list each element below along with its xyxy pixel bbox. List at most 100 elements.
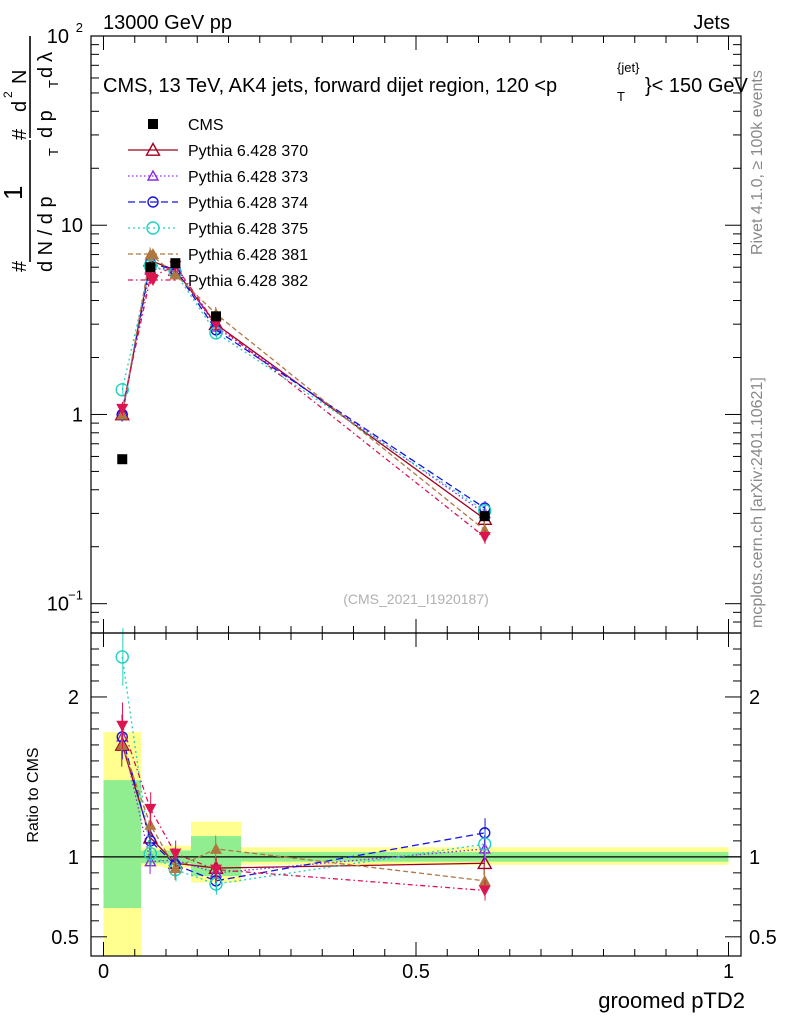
ylabel-dn-dpt: d N / d p [35, 196, 57, 272]
legend-label: Pythia 6.428 374 [188, 195, 308, 212]
main-y-tick-exponent: 2 [76, 20, 83, 35]
legend-marker [146, 169, 160, 181]
ratio-point-s373 [144, 855, 157, 867]
ratio-y-tick-label-left: 2 [68, 687, 79, 709]
main-point-s382 [116, 403, 129, 415]
ratio-point-s382 [169, 848, 182, 860]
legend-marker [146, 221, 160, 235]
ratio-point-s375 [143, 846, 158, 861]
main-y-tick-label: 10 [61, 215, 83, 237]
legend-item-s374: Pythia 6.428 374 [128, 195, 308, 212]
ratio-point-s382 [210, 864, 222, 876]
ratio-y-tick-label-left: 1 [68, 847, 79, 869]
legend-marker [147, 248, 159, 259]
cms-data-point [117, 454, 128, 465]
main-point-s375 [115, 383, 129, 397]
ylabel-d-2: d [35, 67, 57, 78]
legend-label: Pythia 6.428 373 [188, 169, 308, 186]
legend-item-data: CMS [148, 117, 224, 134]
plot-title-main: CMS, 13 TeV, AK4 jets, forward dijet reg… [103, 75, 557, 97]
plot-title-tail: }< 150 GeV [645, 75, 749, 97]
main-series-line-s382 [121, 265, 486, 538]
ratio-plot-content [91, 628, 741, 956]
legend-label: Pythia 6.428 381 [188, 247, 308, 264]
main-series-line-s381 [121, 253, 486, 531]
ratio-y-tick-label-right: 0.5 [749, 927, 777, 949]
ratio-y-tick-label-right: 2 [749, 687, 760, 709]
category-label: Jets [693, 12, 730, 34]
legend-marker [147, 196, 159, 208]
ylabel-lambda: λ [35, 52, 57, 62]
legend-item-s375: Pythia 6.428 375 [128, 221, 308, 238]
ratio-inner-band [103, 780, 141, 909]
cms-data-point [479, 511, 490, 522]
ratio-series-line-s374 [121, 736, 485, 882]
mcplots-label: mcplots.cern.ch [arXiv:2401.10621] [749, 377, 766, 628]
ratio-y-tick-label-left: 0.5 [51, 927, 79, 949]
ratio-point-s382 [144, 803, 157, 815]
main-y-label: # 1 d N / d p T # d N 2 d p T d λ [0, 36, 61, 272]
legend-item-s381: Pythia 6.428 381 [128, 247, 308, 264]
ylabel-one: 1 [0, 186, 28, 200]
ratio-point-s370 [477, 855, 493, 870]
main-series-line-s374 [121, 262, 486, 509]
ratio-frame [90, 632, 742, 957]
ylabel-t-sub-1: T [46, 148, 61, 156]
cms-data-point [170, 258, 181, 269]
energy-label: 13000 GeV pp [103, 12, 232, 34]
legend-item-s382: Pythia 6.428 382 [128, 273, 308, 290]
x-axis-label: groomed pTD2 [598, 988, 745, 1013]
legend-label: Pythia 6.428 382 [188, 273, 308, 290]
legend-marker [145, 142, 161, 156]
legend-marker [148, 119, 158, 129]
ylabel-hash-1: # [9, 260, 31, 272]
cms-data-point [211, 311, 221, 322]
plot-title: CMS, 13 TeV, AK4 jets, forward dijet reg… [103, 60, 749, 104]
plot-title-sub: T [617, 89, 625, 104]
main-y-tick-exponent: −1 [68, 588, 83, 603]
legend-item-s370: Pythia 6.428 370 [128, 142, 308, 160]
ratio-point-s373 [478, 842, 491, 854]
ratio-series-line-s381 [121, 744, 485, 882]
legend-marker [147, 275, 159, 286]
ratio-point-s382 [116, 720, 129, 732]
ratio-point-s381 [169, 862, 182, 874]
main-y-tick-label: 1 [72, 404, 83, 426]
legend: CMS Pythia 6.428 370 Pythia 6.428 373 Pythi… [128, 117, 308, 290]
main-y-tick-label: 10 [47, 594, 69, 616]
ylabel-exp-2: 2 [1, 91, 15, 98]
main-point-s381 [169, 268, 182, 280]
x-tick-label: 1 [723, 961, 734, 983]
main-series-line-s370 [121, 259, 486, 520]
ratio-point-s381 [210, 842, 222, 854]
main-point-s382 [478, 532, 491, 544]
ylabel-t-sub-2: T [46, 80, 61, 88]
legend-item-s373: Pythia 6.428 373 [128, 169, 308, 186]
x-tick-label: 0.5 [402, 961, 430, 983]
ratio-point-s382 [478, 885, 491, 897]
ylabel-dpt: d p [35, 110, 57, 138]
ratio-y-tick-label-right: 1 [749, 847, 760, 869]
rivet-label: Rivet 4.1.0, ≥ 100k events [749, 70, 766, 255]
ratio-panel: 2 2 1 1 0.5 0.5 0 0.5 1 [51, 628, 777, 983]
legend-label: Pythia 6.428 370 [188, 143, 308, 160]
ylabel-hash-2: # [9, 128, 31, 140]
cms-data-point [145, 262, 156, 273]
ratio-axes: 2 2 1 1 0.5 0.5 0 0.5 1 [51, 633, 777, 983]
x-tick-label: 0 [98, 961, 109, 983]
ratio-point-s375 [478, 837, 492, 851]
analysis-watermark: (CMS_2021_I1920187) [343, 591, 489, 607]
legend-label: Pythia 6.428 375 [188, 221, 308, 238]
main-plot-content [114, 247, 493, 544]
legend-label: CMS [188, 117, 224, 134]
ylabel-d: d [9, 101, 31, 112]
main-y-tick-label: 10 [47, 26, 69, 48]
ratio-y-label: Ratio to CMS [25, 747, 42, 842]
ylabel-n: N [9, 70, 31, 84]
plot-title-sup: {jet} [617, 60, 640, 75]
ratio-point-s375 [115, 650, 129, 664]
main-point-s382 [210, 319, 222, 331]
